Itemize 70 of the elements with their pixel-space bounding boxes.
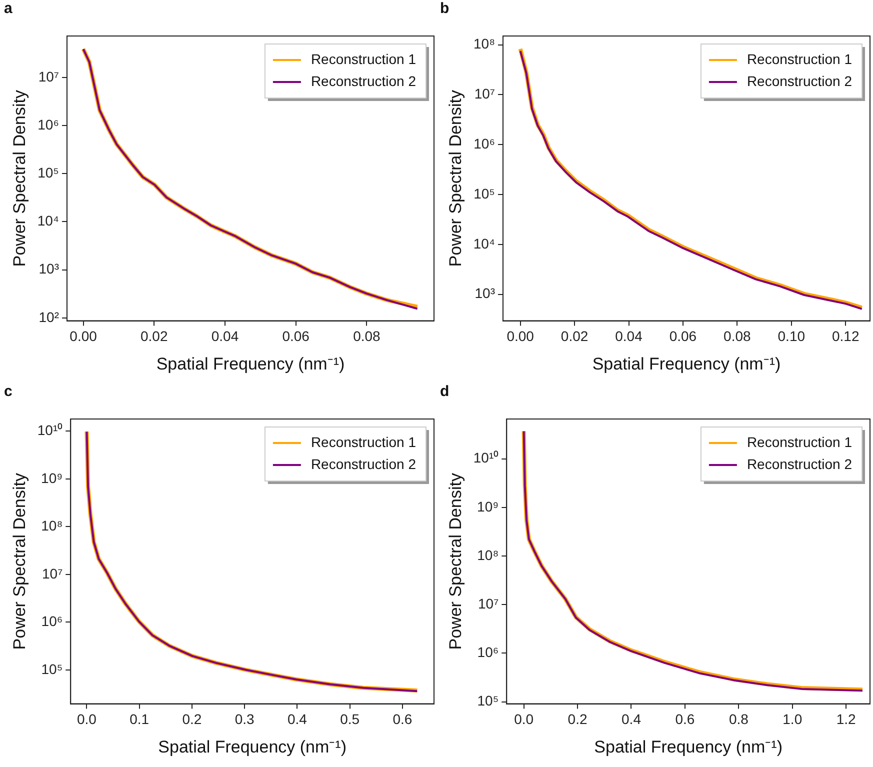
x-axis-title: Spatial Frequency (nm⁻¹) (594, 737, 782, 756)
y-tick-label: 10² (38, 308, 60, 325)
x-tick-label: 0.3 (234, 711, 255, 728)
x-tick-label: 0.04 (615, 328, 643, 344)
y-axis-title: Power Spectral Density (446, 472, 465, 650)
legend-label: Reconstruction 1 (746, 434, 852, 450)
y-axis-title: Power Spectral Density (446, 90, 465, 267)
x-tick-label: 0.06 (282, 328, 310, 344)
y-tick-label: 10⁵ (38, 164, 59, 181)
y-tick-label: 10⁵ (41, 660, 63, 677)
y-tick-label: 10⁶ (474, 135, 495, 152)
x-tick-label: 0.6 (675, 711, 695, 728)
x-tick-label: 0.08 (353, 328, 381, 344)
x-tick-label: 0.4 (287, 711, 308, 728)
legend-label: Reconstruction 2 (310, 72, 416, 89)
y-axis-title: Power Spectral Density (10, 90, 29, 267)
y-tick-label: 10⁶ (477, 644, 499, 660)
x-tick-label: 0.06 (669, 328, 697, 344)
x-tick-label: 0.04 (211, 328, 239, 344)
x-tick-label: 0.00 (506, 328, 534, 344)
y-tick-label: 10⁷ (478, 595, 499, 612)
y-tick-label: 10⁵ (477, 692, 499, 709)
y-tick-label: 10⁸ (477, 546, 499, 563)
legend-label: Reconstruction 1 (310, 50, 416, 67)
x-tick-label: 1.0 (782, 711, 802, 728)
y-tick-label: 10⁷ (42, 565, 63, 582)
legend-label: Reconstruction 2 (746, 456, 852, 472)
legend-label: Reconstruction 2 (746, 72, 852, 89)
y-tick-label: 10³ (474, 285, 496, 302)
x-tick-label: 0.8 (728, 711, 749, 728)
x-axis-title: Spatial Frequency (nm⁻¹) (158, 737, 346, 756)
y-tick-label: 10⁸ (474, 36, 496, 52)
y-tick-label: 10⁴ (473, 235, 495, 252)
y-axis-title: Power Spectral Density (10, 472, 29, 650)
y-tick-label: 10⁸ (41, 518, 63, 534)
x-tick-label: 0.2 (182, 711, 202, 728)
chart-title: a (4, 0, 13, 18)
y-tick-label: 10³ (38, 260, 60, 277)
y-tick-label: 10⁹ (477, 498, 499, 514)
chart-title: c (4, 383, 12, 400)
x-tick-label: 0.5 (340, 711, 360, 728)
chart-title: d (440, 383, 450, 400)
legend-label: Reconstruction 1 (310, 434, 416, 450)
x-tick-label: 0.12 (832, 328, 860, 344)
x-tick-label: 0.1 (130, 711, 150, 728)
y-tick-label: 10¹⁰ (37, 422, 63, 438)
x-tick-label: 0.0 (514, 711, 534, 728)
x-axis-title: Spatial Frequency (nm⁻¹) (156, 354, 345, 374)
legend-label: Reconstruction 1 (746, 50, 852, 67)
y-tick-label: 10⁴ (37, 212, 59, 229)
y-tick-label: 10⁶ (38, 116, 59, 132)
x-tick-label: 1.2 (836, 711, 856, 728)
y-tick-label: 10⁷ (38, 68, 59, 84)
x-tick-label: 0.10 (778, 328, 806, 344)
x-tick-label: 0.02 (140, 328, 168, 344)
x-axis-title: Spatial Frequency (nm⁻¹) (592, 354, 781, 374)
x-tick-label: 0.2 (568, 711, 588, 728)
x-tick-label: 0.6 (392, 711, 412, 728)
x-tick-label: 0.00 (70, 328, 98, 344)
y-tick-label: 10⁵ (474, 185, 495, 202)
x-tick-label: 0.4 (622, 711, 642, 728)
y-tick-label: 10¹⁰ (473, 450, 499, 466)
y-tick-label: 10⁷ (474, 86, 495, 102)
chart-title: b (440, 0, 450, 18)
y-tick-label: 10⁹ (41, 470, 63, 486)
x-tick-label: 0.02 (560, 328, 588, 344)
legend-label: Reconstruction 2 (310, 456, 416, 472)
x-tick-label: 0.0 (77, 711, 97, 728)
y-tick-label: 10⁶ (41, 613, 63, 630)
x-tick-label: 0.08 (724, 328, 752, 344)
